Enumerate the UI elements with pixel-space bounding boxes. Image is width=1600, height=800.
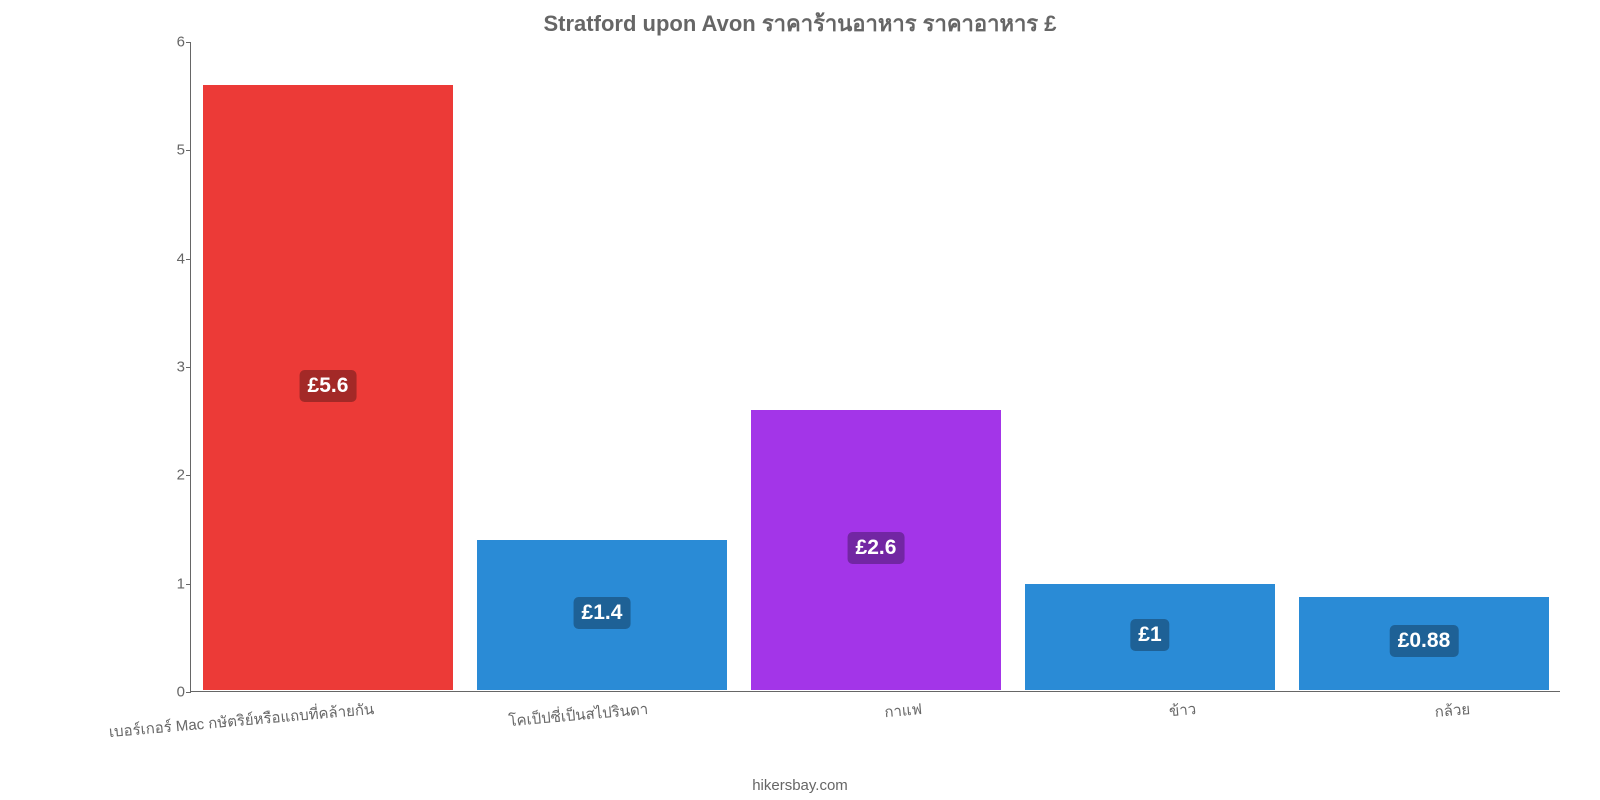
ytick-label: 4 <box>151 250 185 267</box>
xtick-label: เบอร์เกอร์ Mac กษัตริย์หรือแถบที่คล้ายกั… <box>108 697 375 744</box>
price-bar-chart: Stratford upon Avon ราคาร้านอาหาร ราคาอา… <box>0 0 1600 800</box>
ytick-mark <box>186 367 191 368</box>
bar: £2.6 <box>750 409 1002 691</box>
bar: £0.88 <box>1298 596 1550 691</box>
ytick-mark <box>186 692 191 693</box>
ytick-mark <box>186 475 191 476</box>
credit-text: hikersbay.com <box>0 777 1600 794</box>
xtick-label: โคเป็ปซี่เป็นสไปรินดา <box>508 697 650 733</box>
bar: £1 <box>1024 583 1276 691</box>
plot-area: 0123456£5.6เบอร์เกอร์ Mac กษัตริย์หรือแถ… <box>190 42 1560 692</box>
ytick-label: 2 <box>151 467 185 484</box>
chart-title: Stratford upon Avon ราคาร้านอาหาร ราคาอา… <box>0 0 1600 41</box>
ytick-label: 1 <box>151 575 185 592</box>
xtick-label: กาแฟ <box>884 697 924 724</box>
xtick-label: ข้าว <box>1168 697 1197 723</box>
bar-value-label: £0.88 <box>1390 625 1459 657</box>
ytick-label: 0 <box>151 684 185 701</box>
bar: £5.6 <box>202 84 454 691</box>
ytick-label: 3 <box>151 359 185 376</box>
bar: £1.4 <box>476 539 728 691</box>
xtick-label: กล้วย <box>1434 697 1471 724</box>
ytick-mark <box>186 259 191 260</box>
ytick-label: 5 <box>151 142 185 159</box>
ytick-mark <box>186 42 191 43</box>
bar-value-label: £1.4 <box>574 597 631 629</box>
ytick-mark <box>186 584 191 585</box>
ytick-mark <box>186 150 191 151</box>
bar-value-label: £1 <box>1130 619 1169 651</box>
ytick-label: 6 <box>151 34 185 51</box>
bar-value-label: £2.6 <box>848 532 905 564</box>
bar-value-label: £5.6 <box>300 370 357 402</box>
